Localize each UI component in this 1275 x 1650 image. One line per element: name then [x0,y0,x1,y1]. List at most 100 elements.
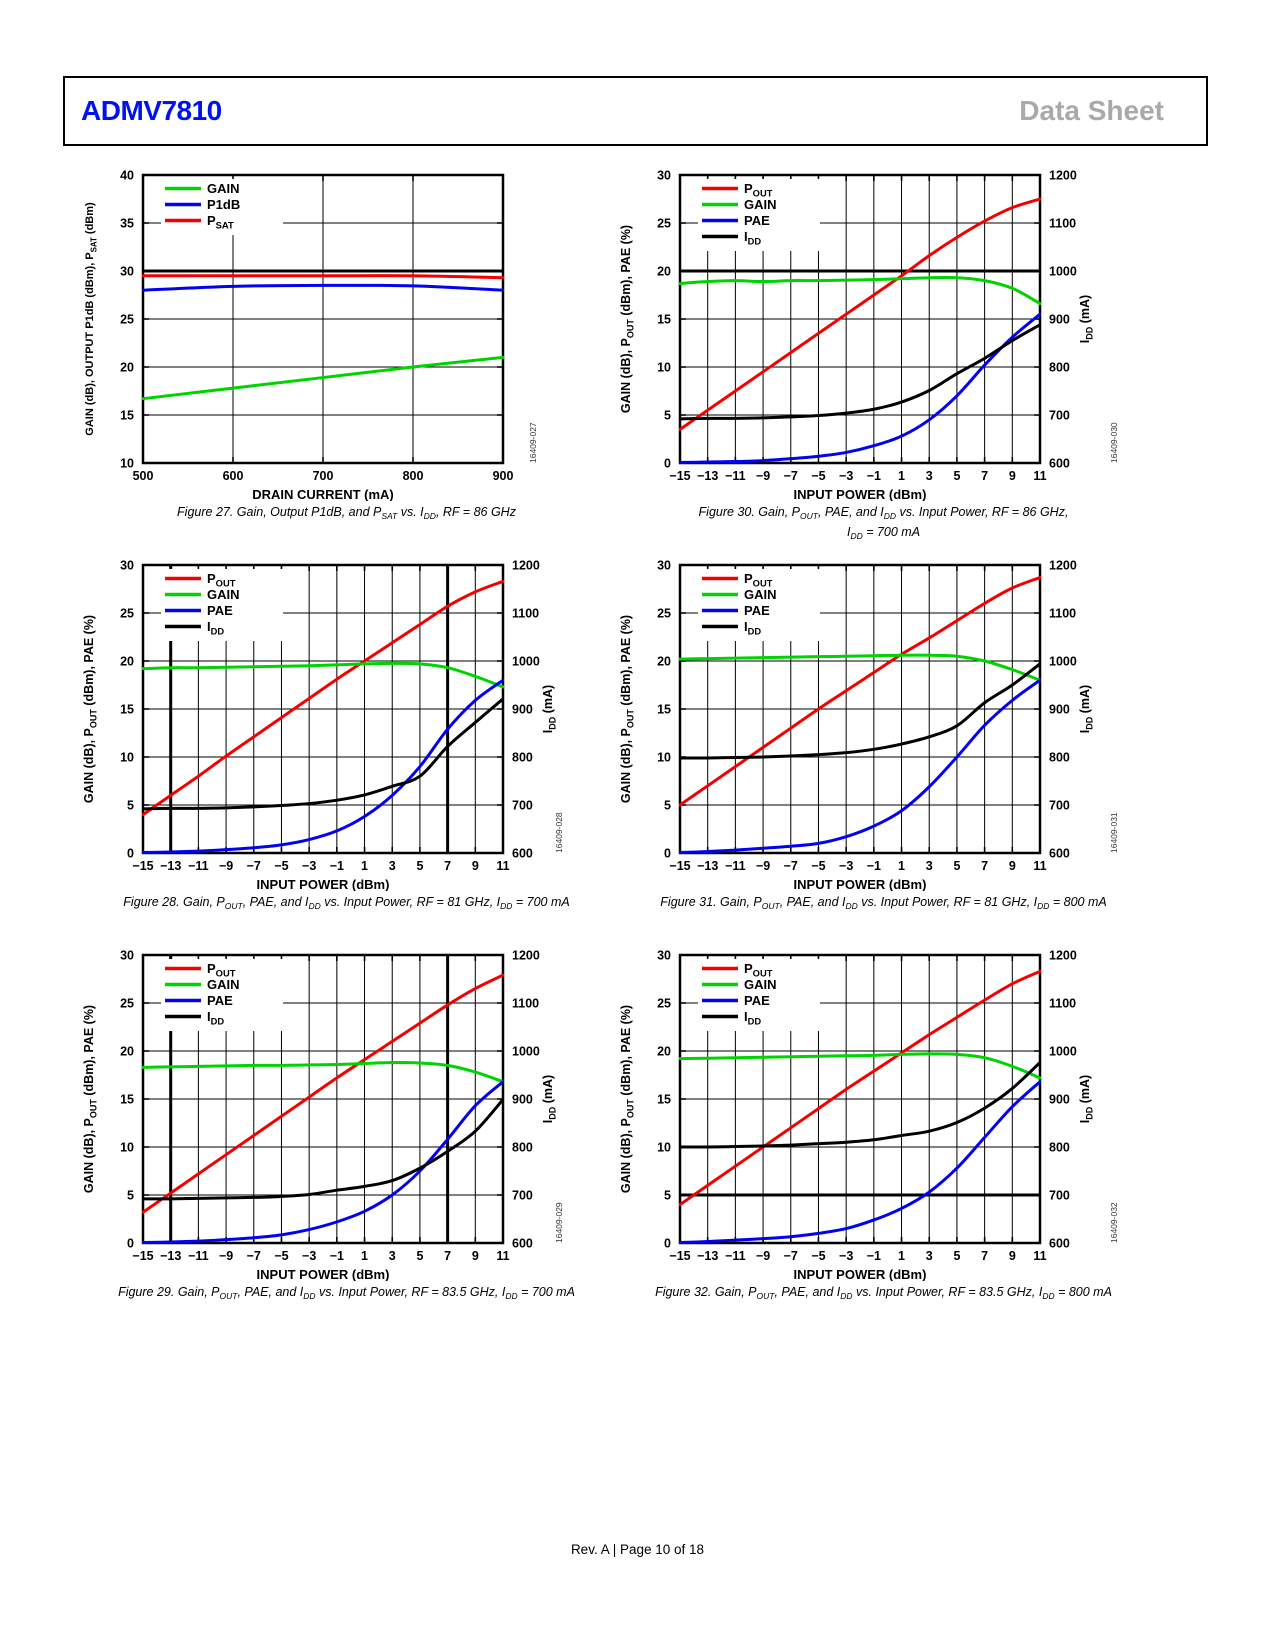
legend-label-gain: GAIN [207,977,240,992]
svg-text:40: 40 [120,169,134,183]
svg-text:25: 25 [120,607,134,621]
svg-text:15: 15 [120,1093,134,1107]
svg-text:1000: 1000 [1049,1045,1077,1059]
svg-text:1: 1 [898,1249,905,1263]
svg-text:900: 900 [512,1093,533,1107]
series-gain-line [679,653,1041,682]
legend-label-gain: GAIN [744,197,777,212]
svg-text:800: 800 [403,469,424,483]
svg-text:−3: −3 [302,1249,316,1263]
svg-text:20: 20 [657,1045,671,1059]
svg-text:1100: 1100 [1049,997,1076,1011]
svg-text:5: 5 [416,859,423,873]
svg-text:20: 20 [120,655,134,669]
legend-label-pout: POUT [744,181,773,199]
svg-text:3: 3 [389,859,396,873]
svg-text:25: 25 [657,997,671,1011]
svg-text:−13: −13 [697,859,718,873]
legend-label-pout: POUT [207,961,236,979]
series-gain-line [142,1060,504,1084]
svg-text:7: 7 [981,469,988,483]
svg-text:600: 600 [512,1237,533,1251]
svg-text:1000: 1000 [512,1045,540,1059]
series-idd-line [142,697,504,811]
legend-label-psat: PSAT [207,213,234,231]
series-pae-line [679,678,1041,854]
figure-32-caption: Figure 32. Gain, POUT, PAE, and IDD vs. … [655,1285,1112,1301]
svg-text:3: 3 [389,1249,396,1263]
svg-text:−9: −9 [219,859,233,873]
figure-30-cell: POUT GAIN PAE IDD −15 −13 −11 −9 −7 −5 −3 −1 1 3 5 7 9 11… [615,167,1152,557]
svg-text:−13: −13 [160,1249,181,1263]
svg-text:30: 30 [657,949,671,963]
legend-label-gain: GAIN [744,587,777,602]
x-axis-label: INPUT POWER (dBm) [257,877,390,891]
svg-text:−9: −9 [756,859,770,873]
figure-28-cell: POUT GAIN PAE IDD −15 −13 −11 −9 −7 −5 −3 −1 1 3 5 7 9 11… [78,557,615,947]
svg-text:−5: −5 [811,1249,825,1263]
svg-text:0: 0 [127,1237,134,1251]
svg-text:7: 7 [981,859,988,873]
svg-text:−7: −7 [784,1249,798,1263]
svg-text:−7: −7 [784,469,798,483]
svg-text:5: 5 [953,859,960,873]
legend-label-idd: IDD [207,619,224,637]
svg-text:10: 10 [657,361,671,375]
svg-text:500: 500 [133,469,154,483]
svg-text:0: 0 [664,457,671,471]
svg-text:700: 700 [1049,409,1070,423]
svg-text:0: 0 [664,847,671,861]
svg-text:1100: 1100 [512,997,539,1011]
svg-text:1000: 1000 [512,655,540,669]
series-pae-line [679,1080,1041,1244]
legend-label-pae: PAE [744,993,770,1008]
y-axis-left-label: GAIN (dB), POUT (dBm), PAE (%) [619,615,636,803]
svg-text:−9: −9 [756,469,770,483]
y-axis-right-label: IDD (mA) [541,685,558,733]
svg-text:15: 15 [120,703,134,717]
svg-text:600: 600 [1049,457,1070,471]
series-psat-line [142,274,504,280]
series-pae-line [142,678,504,854]
svg-text:1200: 1200 [1049,169,1077,183]
doc-type-label: Data Sheet [1019,95,1164,126]
svg-text:800: 800 [1049,751,1070,765]
svg-text:3: 3 [926,469,933,483]
svg-text:−9: −9 [756,1249,770,1263]
series-idd-line [679,662,1041,760]
svg-text:900: 900 [1049,313,1070,327]
svg-text:−11: −11 [188,859,209,873]
svg-text:−11: −11 [725,859,746,873]
svg-text:−15: −15 [669,1249,690,1263]
svg-text:10: 10 [120,457,134,471]
series-pout-line [679,197,1041,431]
svg-text:700: 700 [512,1189,533,1203]
svg-text:1100: 1100 [1049,607,1076,621]
svg-text:600: 600 [1049,1237,1070,1251]
y-axis-left-label: GAIN (dB), POUT (dBm), PAE (%) [82,1005,99,1193]
svg-text:1000: 1000 [1049,265,1077,279]
svg-text:10: 10 [120,751,134,765]
part-number: ADMV7810 [81,95,222,126]
y-axis-right-label: IDD (mA) [1078,295,1095,343]
svg-text:800: 800 [1049,1141,1070,1155]
figure-27-cell: GAIN P1dB PSAT 500 600 700 800 900 10 15 20 25 30 35 4… [78,167,615,557]
svg-text:0: 0 [664,1237,671,1251]
svg-text:10: 10 [657,751,671,765]
legend-label-idd: IDD [207,1009,224,1027]
svg-text:5: 5 [664,409,671,423]
svg-text:900: 900 [1049,703,1070,717]
svg-text:−13: −13 [697,1249,718,1263]
svg-text:5: 5 [953,469,960,483]
series-gain-line [679,1052,1041,1080]
svg-text:5: 5 [664,1189,671,1203]
svg-text:1: 1 [361,1249,368,1263]
figure-27-caption: Figure 27. Gain, Output P1dB, and PSAT v… [177,505,516,521]
figure-32-cell: POUT GAIN PAE IDD −15 −13 −11 −9 −7 −5 −3 −1 1 3 5 7 9 11… [615,947,1152,1337]
series-gain-line [679,275,1041,306]
